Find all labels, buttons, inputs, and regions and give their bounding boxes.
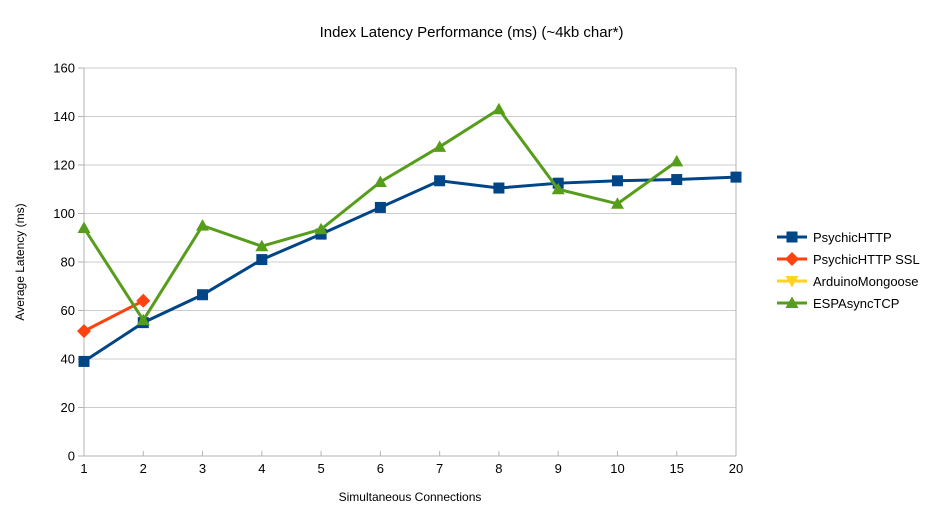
triangle-up-marker-icon	[670, 154, 684, 167]
square-marker-icon	[671, 174, 683, 186]
diamond-marker-icon	[136, 293, 151, 308]
series-ESPAsyncTCP	[77, 102, 684, 326]
legend-item-PsychicHTTP-SSL: PsychicHTTP SSL	[777, 250, 920, 268]
square-marker-icon	[374, 201, 386, 213]
series-line	[83, 175, 737, 363]
square-marker-icon	[434, 175, 446, 187]
legend-marker	[777, 252, 807, 266]
legend-marker	[777, 276, 807, 288]
y-tick-label: 140	[53, 109, 75, 124]
y-tick-label: 160	[53, 61, 75, 76]
y-tick-label: 80	[61, 255, 75, 270]
legend-item-ArduinoMongoose: ArduinoMongoose	[777, 272, 920, 290]
triangle-up-marker-icon	[314, 222, 328, 235]
legend-marker	[777, 231, 807, 243]
x-tick-label: 2	[140, 461, 147, 476]
legend-item-ESPAsyncTCP: ESPAsyncTCP	[777, 294, 920, 312]
triangle-up-marker-icon	[433, 140, 447, 152]
legend-label: PsychicHTTP SSL	[813, 251, 920, 267]
legend-label: PsychicHTTP	[813, 229, 892, 245]
legend: PsychicHTTP PsychicHTTP SSL ArduinoMongoos…	[777, 228, 920, 312]
x-axis-title: Simultaneous Connections	[338, 490, 482, 504]
y-tick-label: 120	[53, 158, 75, 173]
x-tick-label: 3	[199, 461, 206, 476]
square-marker-icon	[786, 231, 798, 243]
y-tick-label: 0	[68, 449, 75, 464]
chart-title: Index Latency Performance (ms) (~4kb cha…	[319, 24, 624, 41]
y-axis-title: Average Latency (ms)	[13, 203, 27, 321]
x-tick-label: 1	[80, 461, 87, 476]
y-tick-label: 40	[61, 352, 75, 367]
x-tick-label: 6	[377, 461, 384, 476]
x-tick-label: 4	[258, 461, 265, 476]
legend-label: ArduinoMongoose	[813, 273, 919, 289]
x-tick-label: 20	[729, 461, 743, 476]
square-marker-icon	[611, 175, 623, 187]
square-marker-icon	[493, 182, 505, 194]
x-tick-labels: 1 2 3 4 5 6 7 8 9 10 15 20	[80, 451, 743, 476]
series-PsychicHTTP	[78, 171, 742, 367]
diamond-marker-icon	[77, 324, 91, 339]
triangle-up-marker-icon	[136, 313, 150, 326]
y-tick-label: 60	[61, 303, 75, 318]
legend-item-PsychicHTTP: PsychicHTTP	[777, 228, 920, 246]
triangle-up-marker-icon	[255, 239, 269, 252]
triangle-up-marker-icon	[785, 296, 799, 308]
square-marker-icon	[256, 254, 268, 266]
x-tick-label: 7	[436, 461, 443, 476]
y-tick-label: 20	[61, 400, 75, 415]
square-marker-icon	[78, 355, 90, 367]
triangle-up-marker-icon	[492, 102, 506, 115]
triangle-up-marker-icon	[196, 219, 210, 231]
gridlines	[84, 67, 736, 408]
square-marker-icon	[197, 289, 209, 301]
y-tick-labels: 0 20 40 60 80 100 120 140 160	[53, 61, 84, 464]
triangle-up-marker-icon	[77, 221, 91, 234]
y-tick-label: 100	[53, 206, 75, 221]
triangle-up-marker-icon	[610, 197, 624, 209]
series-line	[82, 107, 678, 323]
x-tick-label: 15	[669, 461, 683, 476]
triangle-down-marker-icon	[785, 276, 799, 288]
x-tick-label: 9	[555, 461, 562, 476]
legend-marker	[777, 296, 807, 308]
x-tick-label: 10	[610, 461, 624, 476]
triangle-up-marker-icon	[373, 175, 387, 187]
x-tick-label: 5	[317, 461, 324, 476]
x-tick-label: 8	[495, 461, 502, 476]
triangle-up-marker-icon	[551, 182, 565, 195]
diamond-marker-icon	[785, 252, 799, 266]
square-marker-icon	[730, 171, 742, 183]
legend-label: ESPAsyncTCP	[813, 295, 900, 311]
